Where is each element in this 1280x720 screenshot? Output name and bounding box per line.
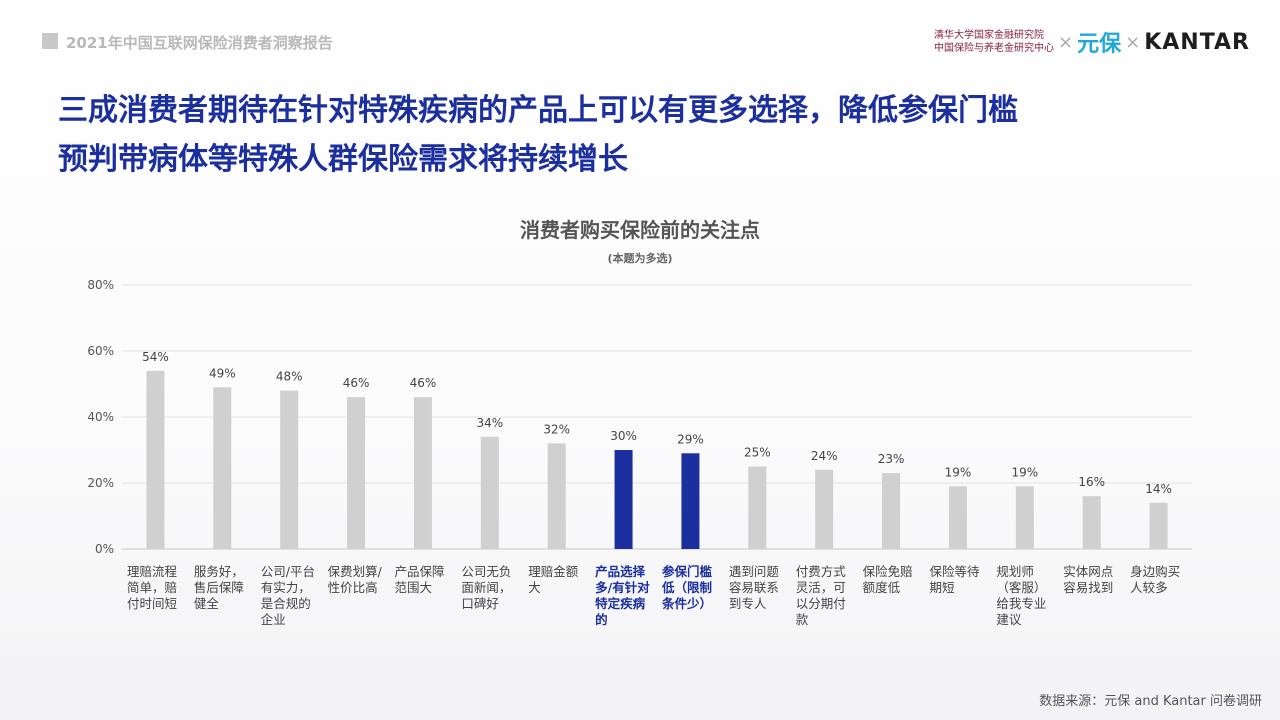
x-tick-label: 保险免赔 <box>863 564 913 579</box>
x-tick-label: 容易联系 <box>729 580 779 595</box>
x-tick-label: 到专人 <box>729 596 767 611</box>
x-tick-label: 性价比高 <box>328 580 378 595</box>
x-tick-label: 参保门槛 <box>662 564 713 579</box>
x-tick-label: 售后保障 <box>194 580 244 595</box>
data-label: 16% <box>1078 475 1105 489</box>
x-tick-label: 产品保障 <box>395 564 445 579</box>
bar <box>547 443 566 549</box>
bar <box>681 453 700 549</box>
chart-title: 消费者购买保险前的关注点 <box>520 218 760 242</box>
x-tick-label: 条件少） <box>661 596 712 611</box>
bar <box>347 397 366 549</box>
data-label: 19% <box>1011 465 1038 479</box>
x-tick-label: 规划师 <box>996 564 1034 579</box>
data-label: 29% <box>677 432 704 446</box>
x-tick-label: 款 <box>796 612 809 627</box>
x-tick-label: 低（限制 <box>661 580 712 595</box>
x-tick-label: 以分期付 <box>796 596 846 611</box>
x-tick-label: 保费划算/ <box>328 564 383 579</box>
x-tick-label: 有实力， <box>261 580 311 595</box>
y-tick-label: 60% <box>87 344 114 358</box>
bar <box>280 390 299 549</box>
x-tick-label: 给我专业 <box>996 596 1046 611</box>
y-tick-label: 0% <box>95 542 114 556</box>
x-tick-label: 实体网点 <box>1063 564 1113 579</box>
bar <box>748 466 767 549</box>
data-label: 49% <box>209 366 236 380</box>
x-tick-label: （客服） <box>996 580 1046 595</box>
data-label: 25% <box>744 446 771 460</box>
chart-subtitle: (本题为多选) <box>607 252 673 265</box>
data-label: 24% <box>811 449 838 463</box>
x-tick-label: 额度低 <box>863 580 901 595</box>
data-label: 34% <box>476 416 503 430</box>
x-tick-label: 产品选择 <box>595 564 646 579</box>
headline: 三成消费者期待在针对特殊疾病的产品上可以有更多选择，降低参保门槛 预判带病体等特… <box>58 86 1238 184</box>
y-tick-label: 20% <box>87 476 114 490</box>
data-source-note: 数据来源：元保 and Kantar 问卷调研 <box>1039 694 1262 709</box>
x-tick-label: 付费方式 <box>796 564 847 579</box>
x-tick-label: 灵活，可 <box>796 580 846 595</box>
x-tick-label: 简单，赔 <box>127 580 177 595</box>
data-label: 46% <box>410 376 437 390</box>
bar <box>1082 496 1101 549</box>
bar <box>948 486 967 549</box>
x-tick-label: 范围大 <box>395 580 433 595</box>
x-tick-label: 公司/平台 <box>261 564 315 579</box>
y-tick-label: 80% <box>87 278 114 292</box>
x-tick-label: 理赔流程 <box>127 564 178 579</box>
bar <box>146 370 165 549</box>
x-tick-label: 健全 <box>194 596 220 611</box>
x-tick-label: 期短 <box>930 580 955 595</box>
data-label: 46% <box>343 376 370 390</box>
x-tick-label: 公司无负 <box>461 564 511 579</box>
x-tick-label: 建议 <box>996 612 1022 627</box>
bar <box>213 387 232 549</box>
data-label: 23% <box>878 452 905 466</box>
x-tick-label: 大 <box>528 580 541 595</box>
data-label: 54% <box>142 350 169 364</box>
y-tick-label: 40% <box>87 410 114 424</box>
x-tick-label: 容易找到 <box>1063 580 1113 595</box>
data-label: 32% <box>543 422 570 436</box>
x-tick-label: 身边购买 <box>1130 564 1180 579</box>
bar <box>480 436 499 549</box>
tsinghua-logo-line1: 清华大学国家金融研究院 <box>934 30 1045 41</box>
bar <box>1149 502 1168 549</box>
x-tick-label: 付时间短 <box>127 596 177 611</box>
data-label: 14% <box>1145 482 1172 496</box>
tsinghua-logo: 清华大学国家金融研究院 中国保险与养老金研究中心 <box>934 29 1054 55</box>
bar <box>882 473 901 549</box>
times-separator: × <box>1058 31 1074 53</box>
bar <box>815 469 834 549</box>
data-label: 30% <box>610 429 637 443</box>
x-tick-label: 人较多 <box>1130 580 1168 595</box>
kantar-logo: KANTAR <box>1144 29 1250 55</box>
headline-line1: 三成消费者期待在针对特殊疾病的产品上可以有更多选择，降低参保门槛 <box>58 93 1018 128</box>
x-tick-label: 企业 <box>261 612 286 627</box>
report-title: 2021年中国互联网保险消费者洞察报告 <box>66 34 333 52</box>
x-tick-label: 多/有针对 <box>595 580 650 595</box>
x-tick-label: 理赔金额 <box>528 564 579 579</box>
x-tick-label: 保险等待 <box>930 564 981 579</box>
partner-logos: 清华大学国家金融研究院 中国保险与养老金研究中心 × 元保 × KANTAR <box>934 26 1250 58</box>
x-tick-label: 是合规的 <box>261 596 311 611</box>
headline-line2: 预判带病体等特殊人群保险需求将持续增长 <box>58 142 628 177</box>
header-square-icon <box>42 33 58 49</box>
bar <box>413 397 432 549</box>
data-label: 48% <box>276 370 303 384</box>
bar <box>614 450 633 549</box>
bar <box>1015 486 1034 549</box>
x-tick-label: 遇到问题 <box>729 564 780 579</box>
yuanbao-logo: 元保 <box>1077 32 1122 57</box>
data-label: 19% <box>945 465 972 479</box>
tsinghua-logo-line2: 中国保险与养老金研究中心 <box>934 43 1055 54</box>
times-separator: × <box>1125 31 1141 53</box>
x-tick-label: 的 <box>595 612 608 627</box>
x-tick-label: 面新闻， <box>461 580 511 595</box>
x-tick-label: 服务好， <box>194 564 244 579</box>
x-tick-label: 口碑好 <box>461 596 499 611</box>
x-tick-label: 特定疾病 <box>595 596 646 611</box>
